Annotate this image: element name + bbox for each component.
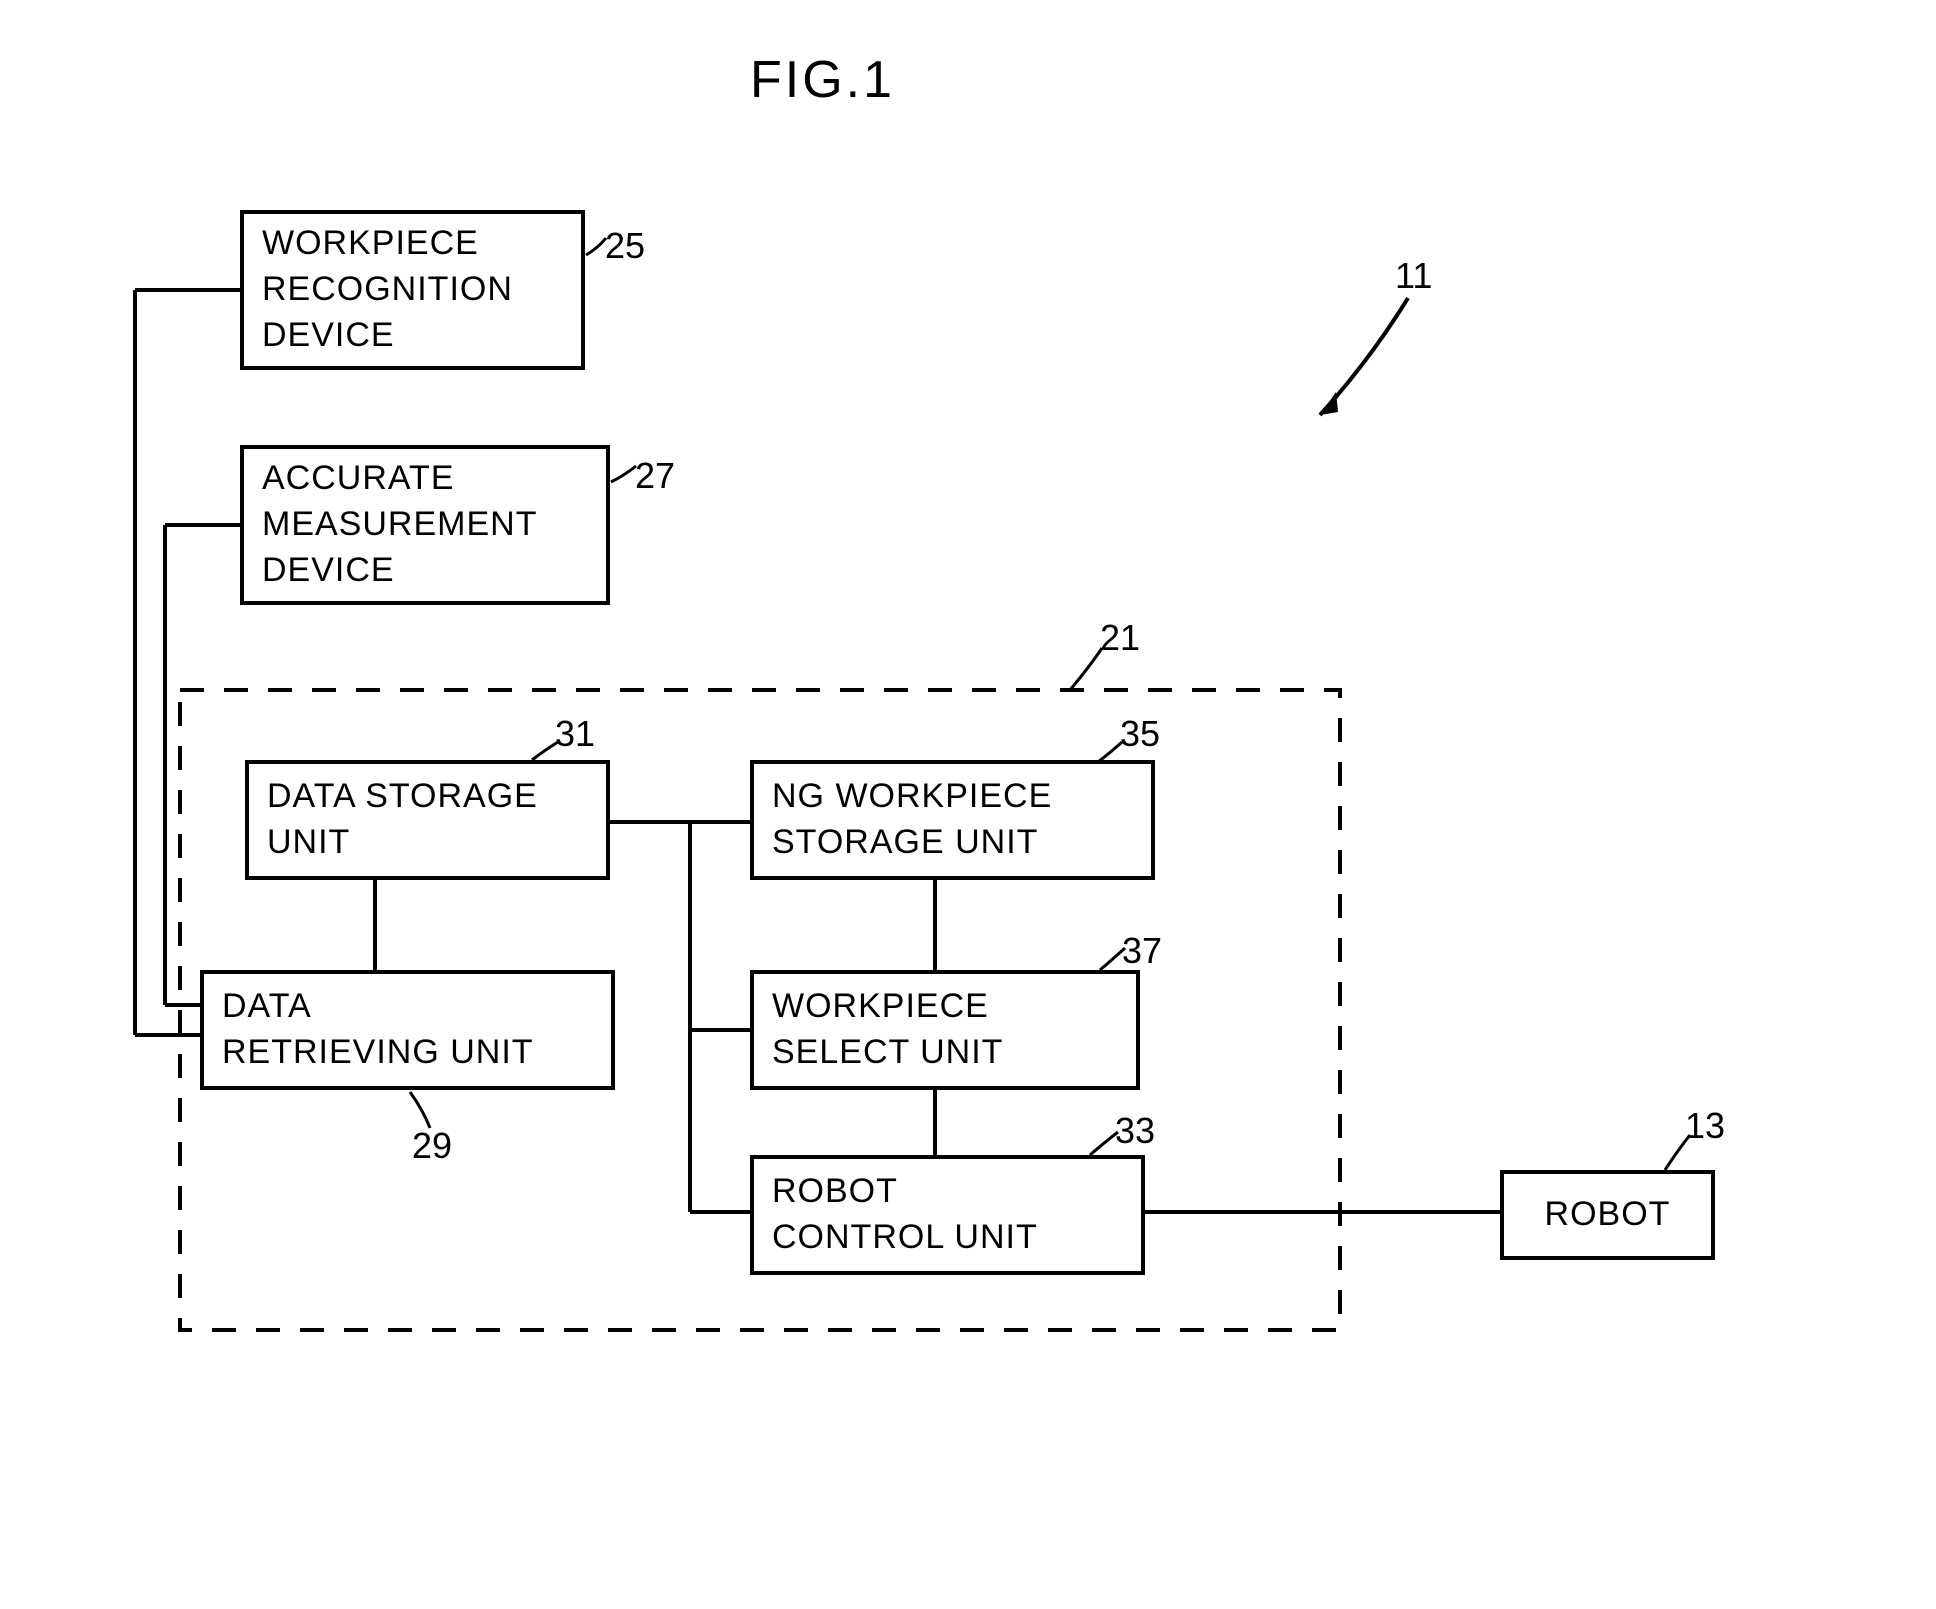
data-retrieving-box: DATA RETRIEVING UNIT [200,970,615,1090]
data-retrieving-label: DATA RETRIEVING UNIT [222,984,534,1076]
ref21-label: 21 [1100,617,1140,659]
robot-control-label: ROBOT CONTROL UNIT [772,1169,1038,1261]
workpiece-recognition-label: WORKPIECE RECOGNITION DEVICE [262,221,513,359]
data-storage-box: DATA STORAGE UNIT [245,760,610,880]
diagram-container: FIG.1 WORKPIECE RECOGNITION DEVICE ACCUR… [50,50,1850,1530]
ref29-label: 29 [412,1125,452,1167]
figure-title: FIG.1 [750,50,895,110]
data-storage-label: DATA STORAGE UNIT [267,774,538,866]
robot-label: ROBOT [1545,1192,1671,1238]
workpiece-select-box: WORKPIECE SELECT UNIT [750,970,1140,1090]
ng-workpiece-storage-label: NG WORKPIECE STORAGE UNIT [772,774,1052,866]
workpiece-select-label: WORKPIECE SELECT UNIT [772,984,1003,1076]
ref33-label: 33 [1115,1110,1155,1152]
robot-box: ROBOT [1500,1170,1715,1260]
ref25-label: 25 [605,225,645,267]
ref11-label: 11 [1395,255,1432,297]
ref35-label: 35 [1120,713,1160,755]
ref37-label: 37 [1122,930,1162,972]
workpiece-recognition-box: WORKPIECE RECOGNITION DEVICE [240,210,585,370]
ng-workpiece-storage-box: NG WORKPIECE STORAGE UNIT [750,760,1155,880]
ref31-label: 31 [555,713,595,755]
ref27-label: 27 [635,455,675,497]
ref13-label: 13 [1685,1105,1725,1147]
accurate-measurement-label: ACCURATE MEASUREMENT DEVICE [262,456,537,594]
robot-control-box: ROBOT CONTROL UNIT [750,1155,1145,1275]
accurate-measurement-box: ACCURATE MEASUREMENT DEVICE [240,445,610,605]
